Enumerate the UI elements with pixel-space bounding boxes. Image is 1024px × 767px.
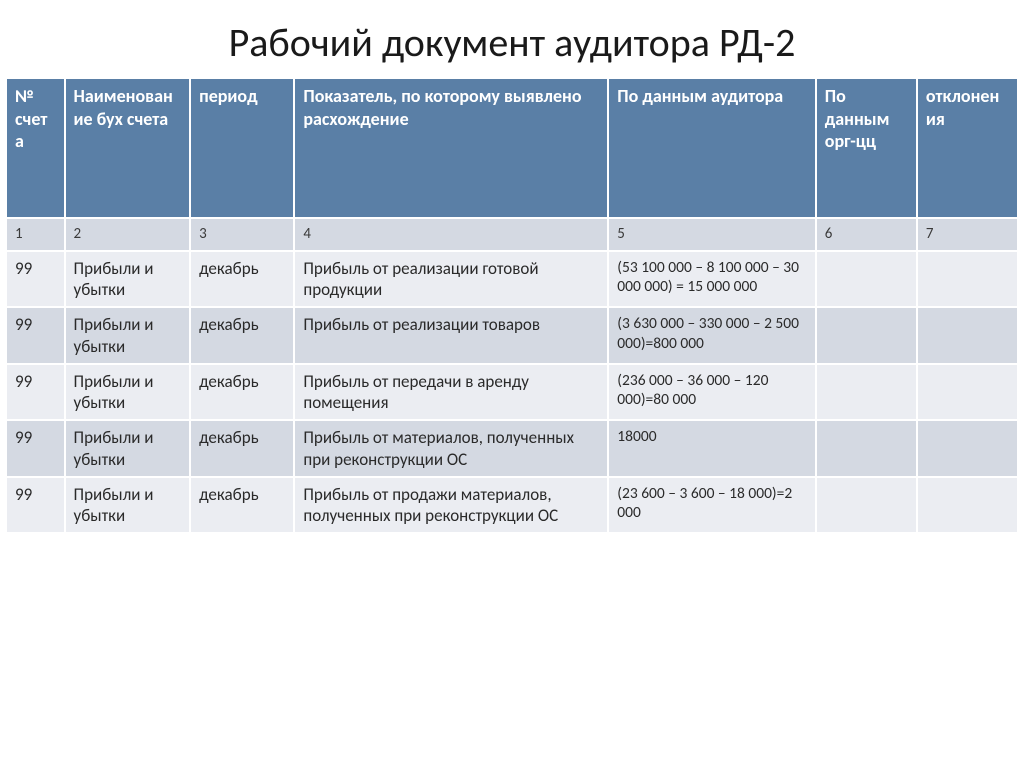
- cell-name: Прибыли и убытки: [65, 251, 191, 308]
- cell-acct: 99: [6, 251, 65, 308]
- cell-acct: 99: [6, 420, 65, 477]
- col-number: 4: [294, 218, 608, 251]
- cell-dev: [917, 307, 1018, 364]
- col-header: По данным орг-цц: [816, 78, 917, 218]
- cell-auditor: (23 600 – 3 600 – 18 000)=2 000: [608, 477, 816, 534]
- cell-indicator: Прибыль от передачи в аренду помещения: [294, 364, 608, 421]
- cell-name: Прибыли и убытки: [65, 307, 191, 364]
- cell-period: декабрь: [190, 364, 294, 421]
- cell-acct: 99: [6, 364, 65, 421]
- cell-dev: [917, 477, 1018, 534]
- col-number: 6: [816, 218, 917, 251]
- col-number: 7: [917, 218, 1018, 251]
- col-header: Показатель, по которому выявлено расхожд…: [294, 78, 608, 218]
- col-header: отклонения: [917, 78, 1018, 218]
- table-row: 99 Прибыли и убытки декабрь Прибыль от п…: [6, 364, 1018, 421]
- cell-period: декабрь: [190, 477, 294, 534]
- page-title: Рабочий документ аудитора РД-2: [0, 0, 1024, 77]
- col-header: № счета: [6, 78, 65, 218]
- cell-period: декабрь: [190, 420, 294, 477]
- cell-indicator: Прибыль от реализации товаров: [294, 307, 608, 364]
- cell-name: Прибыли и убытки: [65, 420, 191, 477]
- cell-org: [816, 477, 917, 534]
- col-header: период: [190, 78, 294, 218]
- cell-org: [816, 364, 917, 421]
- col-number: 3: [190, 218, 294, 251]
- cell-org: [816, 251, 917, 308]
- col-header: Наименование бух счета: [65, 78, 191, 218]
- col-number: 1: [6, 218, 65, 251]
- cell-org: [816, 307, 917, 364]
- cell-dev: [917, 420, 1018, 477]
- cell-name: Прибыли и убытки: [65, 477, 191, 534]
- col-number: 2: [65, 218, 191, 251]
- cell-dev: [917, 364, 1018, 421]
- cell-dev: [917, 251, 1018, 308]
- table-row: 99 Прибыли и убытки декабрь Прибыль от р…: [6, 251, 1018, 308]
- cell-acct: 99: [6, 477, 65, 534]
- audit-table: № счета Наименование бух счета период По…: [5, 77, 1019, 534]
- cell-indicator: Прибыль от реализации готовой продукции: [294, 251, 608, 308]
- table-row: 99 Прибыли и убытки декабрь Прибыль от м…: [6, 420, 1018, 477]
- cell-auditor: (236 000 – 36 000 – 120 000)=80 000: [608, 364, 816, 421]
- table-header-row: № счета Наименование бух счета период По…: [6, 78, 1018, 218]
- cell-org: [816, 420, 917, 477]
- cell-auditor: (3 630 000 – 330 000 – 2 500 000)=800 00…: [608, 307, 816, 364]
- cell-period: декабрь: [190, 251, 294, 308]
- table-row: 99 Прибыли и убытки декабрь Прибыль от п…: [6, 477, 1018, 534]
- cell-auditor: 18000: [608, 420, 816, 477]
- col-number: 5: [608, 218, 816, 251]
- cell-indicator: Прибыль от продажи материалов, полученны…: [294, 477, 608, 534]
- table-number-row: 1 2 3 4 5 6 7: [6, 218, 1018, 251]
- col-header: По данным аудитора: [608, 78, 816, 218]
- cell-name: Прибыли и убытки: [65, 364, 191, 421]
- cell-acct: 99: [6, 307, 65, 364]
- cell-period: декабрь: [190, 307, 294, 364]
- cell-indicator: Прибыль от материалов, полученных при ре…: [294, 420, 608, 477]
- table-row: 99 Прибыли и убытки декабрь Прибыль от р…: [6, 307, 1018, 364]
- cell-auditor: (53 100 000 – 8 100 000 – 30 000 000) = …: [608, 251, 816, 308]
